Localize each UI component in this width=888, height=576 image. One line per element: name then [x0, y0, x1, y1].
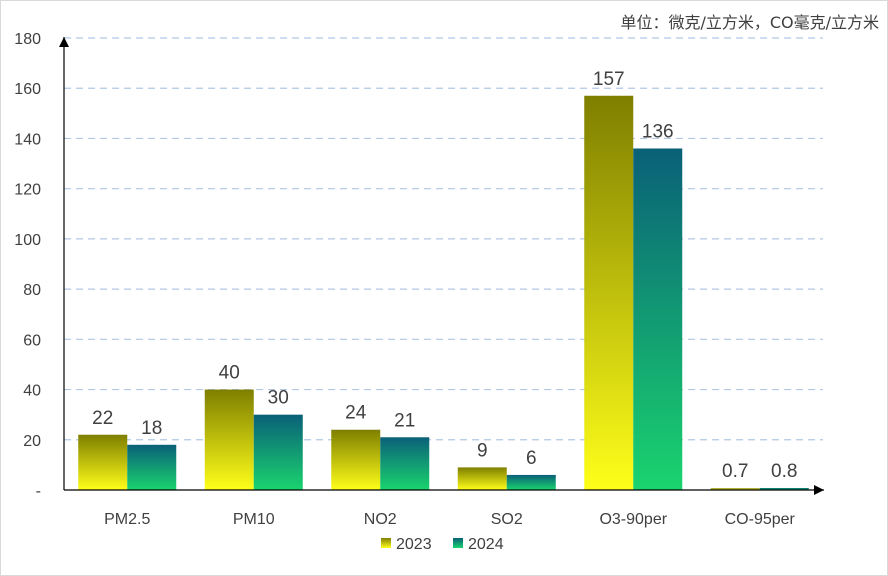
x-axis-arrow	[814, 485, 824, 495]
legend-label: 2023	[396, 536, 432, 553]
legend-swatch-2023	[381, 538, 391, 548]
y-axis-arrow	[59, 37, 69, 47]
bar-2023	[204, 389, 254, 490]
bar-2023	[78, 434, 128, 490]
x-category-label: O3-90per	[599, 511, 667, 528]
data-label: 6	[526, 448, 537, 469]
data-label: 0.8	[771, 461, 797, 482]
data-label: 0.7	[722, 461, 748, 482]
y-tick-label: 160	[14, 81, 41, 98]
unit-note: 单位：微克/立方米，CO毫克/立方米	[620, 13, 879, 32]
data-label: 30	[268, 388, 289, 409]
legend-label: 2024	[468, 536, 504, 553]
data-label: 40	[219, 363, 240, 384]
y-tick-label: 140	[14, 131, 41, 148]
data-label: 157	[593, 69, 625, 90]
bar-2024	[633, 148, 683, 490]
data-label: 18	[141, 418, 162, 439]
x-category-label: CO-95per	[725, 511, 796, 528]
bar-2024	[380, 437, 430, 490]
y-tick-label: 60	[23, 332, 41, 349]
y-tick-label: -	[36, 483, 41, 500]
data-label: 136	[642, 121, 674, 142]
bar-2023	[331, 429, 381, 490]
data-label: 9	[477, 440, 488, 461]
data-label: 22	[92, 408, 113, 429]
x-category-label: PM2.5	[104, 511, 150, 528]
y-tick-label: 80	[23, 282, 41, 299]
y-tick-label: 100	[14, 232, 41, 249]
bar-2024	[759, 487, 809, 490]
bar-2024	[127, 444, 177, 490]
bar-2023	[710, 488, 760, 490]
legend-swatch-2024	[453, 538, 463, 548]
bar-2023	[457, 467, 507, 490]
y-tick-label: 120	[14, 182, 41, 199]
y-tick-label: 20	[23, 433, 41, 450]
data-label: 21	[394, 410, 415, 431]
data-label: 24	[345, 403, 367, 424]
y-tick-label: 180	[14, 31, 41, 48]
bar-2024	[253, 414, 303, 490]
bar-2023	[584, 95, 634, 490]
bar-2024	[506, 474, 556, 490]
x-category-label: SO2	[491, 511, 523, 528]
x-category-label: PM10	[233, 511, 275, 528]
x-category-label: NO2	[364, 511, 397, 528]
y-tick-label: 40	[23, 383, 41, 400]
